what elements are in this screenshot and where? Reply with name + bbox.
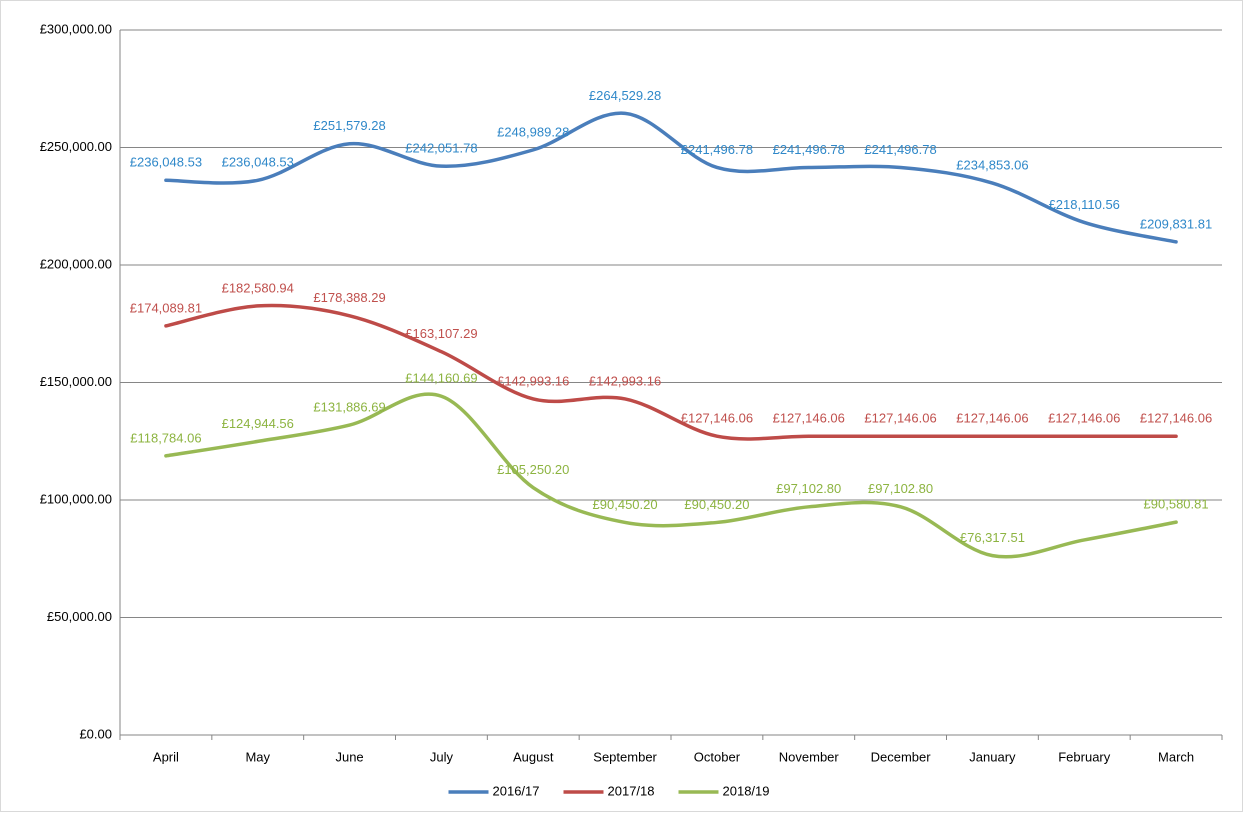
data-label: £127,146.06 bbox=[956, 411, 1028, 426]
data-label: £241,496.78 bbox=[864, 142, 936, 157]
legend-label: 2016/17 bbox=[493, 783, 540, 798]
series-line bbox=[164, 111, 1178, 244]
data-label: £90,580.81 bbox=[1144, 497, 1209, 512]
x-tick-label: July bbox=[430, 749, 454, 764]
y-tick-label: £250,000.00 bbox=[40, 139, 112, 154]
x-tick-label: November bbox=[779, 749, 840, 764]
data-label: £142,993.16 bbox=[497, 373, 569, 388]
x-tick-label: August bbox=[513, 749, 554, 764]
x-tick-label: December bbox=[871, 749, 932, 764]
data-label: £76,317.51 bbox=[960, 530, 1025, 545]
x-tick-label: April bbox=[153, 749, 179, 764]
data-label: £97,102.80 bbox=[776, 481, 841, 496]
x-tick-label: October bbox=[694, 749, 741, 764]
legend-label: 2018/19 bbox=[723, 783, 770, 798]
data-label: £174,089.81 bbox=[130, 300, 202, 315]
x-tick-label: March bbox=[1158, 749, 1194, 764]
data-label: £144,160.69 bbox=[405, 371, 477, 386]
y-tick-label: £200,000.00 bbox=[40, 256, 112, 271]
data-label: £248,989.28 bbox=[497, 124, 569, 139]
data-label: £127,146.06 bbox=[1140, 411, 1212, 426]
data-label: £236,048.53 bbox=[222, 155, 294, 170]
data-label: £163,107.29 bbox=[405, 326, 477, 341]
data-label: £105,250.20 bbox=[497, 462, 569, 477]
x-tick-label: May bbox=[245, 749, 270, 764]
series-line bbox=[164, 392, 1178, 559]
data-label: £234,853.06 bbox=[956, 158, 1028, 173]
data-label: £127,146.06 bbox=[1048, 411, 1120, 426]
data-label: £118,784.06 bbox=[130, 430, 201, 445]
data-label: £251,579.28 bbox=[313, 118, 385, 133]
x-tick-label: September bbox=[593, 749, 657, 764]
data-label: £242,051.78 bbox=[405, 141, 477, 156]
data-label: £142,993.16 bbox=[589, 373, 661, 388]
series-line bbox=[164, 303, 1178, 441]
data-label: £236,048.53 bbox=[130, 155, 202, 170]
data-label: £182,580.94 bbox=[222, 280, 294, 295]
data-label: £90,450.20 bbox=[684, 497, 749, 512]
data-label: £131,886.69 bbox=[313, 400, 385, 415]
y-tick-label: £150,000.00 bbox=[40, 374, 112, 389]
data-label: £127,146.06 bbox=[681, 411, 753, 426]
x-tick-label: June bbox=[335, 749, 363, 764]
legend-label: 2017/18 bbox=[608, 783, 655, 798]
data-label: £90,450.20 bbox=[593, 497, 658, 512]
y-tick-label: £0.00 bbox=[79, 726, 112, 741]
data-label: £97,102.80 bbox=[868, 481, 933, 496]
y-tick-label: £100,000.00 bbox=[40, 491, 112, 506]
data-label: £127,146.06 bbox=[864, 411, 936, 426]
x-tick-label: February bbox=[1058, 749, 1111, 764]
x-tick-label: January bbox=[969, 749, 1016, 764]
y-tick-label: £50,000.00 bbox=[47, 609, 112, 624]
data-label: £241,496.78 bbox=[773, 142, 845, 157]
data-label: £124,944.56 bbox=[222, 416, 294, 431]
data-label: £241,496.78 bbox=[681, 142, 753, 157]
data-label: £264,529.28 bbox=[589, 88, 661, 103]
data-label: £209,831.81 bbox=[1140, 216, 1212, 231]
data-label: £127,146.06 bbox=[773, 411, 845, 426]
data-label: £178,388.29 bbox=[313, 290, 385, 305]
y-tick-label: £300,000.00 bbox=[40, 21, 112, 36]
data-label: £218,110.56 bbox=[1049, 197, 1120, 212]
